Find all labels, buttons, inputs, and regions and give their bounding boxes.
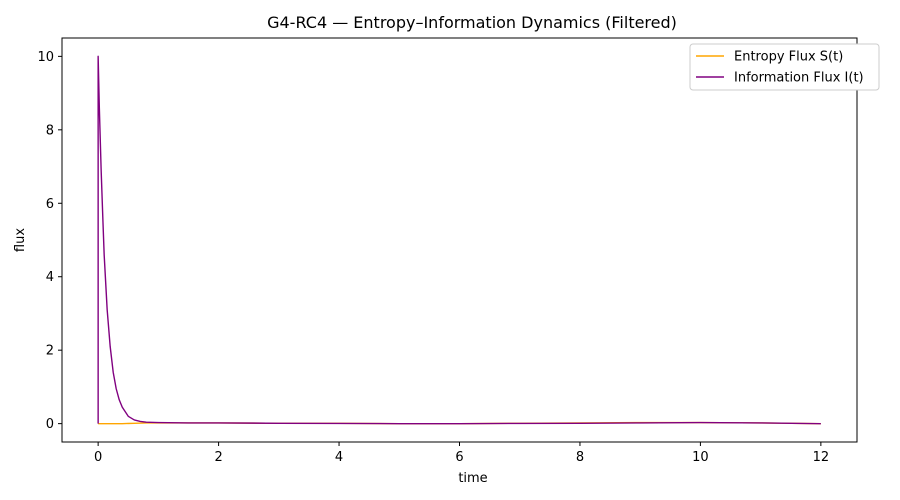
y-tick-label: 4 <box>46 270 54 285</box>
y-tick-label: 6 <box>46 197 54 212</box>
x-tick-label: 6 <box>455 450 463 465</box>
x-tick-label: 10 <box>692 450 709 465</box>
series-line-1 <box>97 55 821 425</box>
x-tick-label: 12 <box>813 450 830 465</box>
y-axis: 0 2 4 6 8 10 <box>37 50 62 432</box>
x-tick-label: 8 <box>576 450 584 465</box>
x-tick-label: 4 <box>335 450 343 465</box>
y-tick-label: 0 <box>46 417 54 432</box>
x-axis-label: time <box>458 471 487 486</box>
y-tick-label: 2 <box>46 344 54 359</box>
plot-frame <box>61 37 858 443</box>
y-tick-label: 10 <box>37 50 54 65</box>
legend: Entropy Flux S(t) Information Flux I(t) <box>689 43 880 91</box>
legend-box <box>689 43 880 91</box>
y-tick-label: 8 <box>46 123 54 138</box>
x-axis: 0 2 4 6 8 10 12 <box>94 442 829 465</box>
legend-label: Information Flux I(t) <box>734 71 864 86</box>
x-tick-label: 2 <box>214 450 222 465</box>
series-layer <box>97 55 821 425</box>
plot-area <box>61 37 858 443</box>
y-axis-label: flux <box>13 228 28 252</box>
x-tick-label: 0 <box>94 450 102 465</box>
legend-label: Entropy Flux S(t) <box>734 50 843 65</box>
chart-title: G4-RC4 — Entropy–Information Dynamics (F… <box>267 13 677 32</box>
